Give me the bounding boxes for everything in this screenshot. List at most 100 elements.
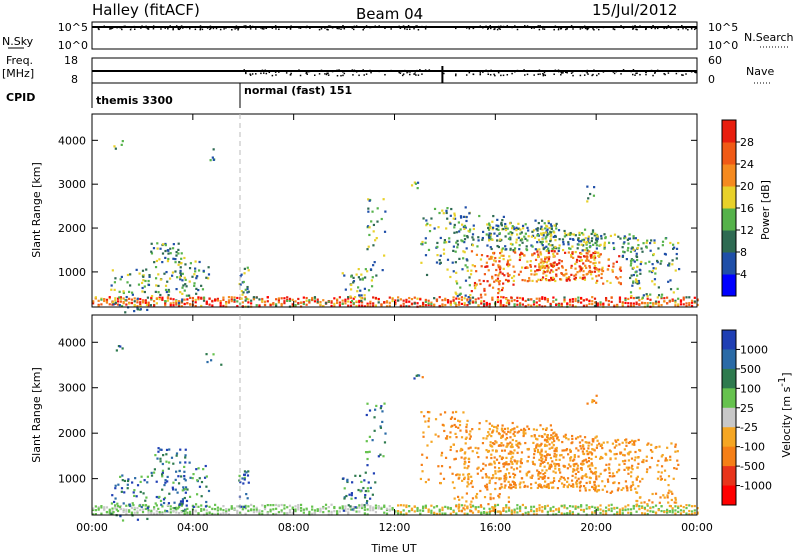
echo-cell [502, 444, 505, 447]
nsky-point [249, 25, 251, 27]
echo-cell [438, 510, 441, 513]
echo-cell [611, 472, 615, 475]
nsky-point [152, 27, 155, 30]
nsky-point [140, 27, 142, 29]
echo-cell [484, 464, 487, 467]
echo-cell [177, 301, 181, 305]
nsky-point [485, 25, 487, 28]
echo-cell [609, 234, 613, 238]
nsky-point [622, 27, 625, 29]
echo-cell [660, 477, 663, 481]
echo-cell [629, 508, 633, 511]
echo-cell [592, 448, 595, 451]
echo-cell [584, 259, 588, 262]
echo-cell [364, 471, 367, 474]
echo-cell [663, 510, 666, 514]
echo-cell [419, 477, 423, 481]
echo-cell [202, 508, 206, 511]
echo-cell [645, 241, 648, 244]
freq-point [409, 71, 411, 73]
echo-cell [609, 281, 612, 284]
echo-cell [596, 444, 599, 447]
echo-cell [556, 437, 559, 440]
freq-point [336, 74, 339, 77]
echo-cell [408, 505, 411, 508]
echo-cell [442, 248, 446, 251]
echo-cell [368, 409, 372, 412]
echo-cell [180, 305, 183, 308]
echo-cell [500, 486, 503, 489]
freq-point [554, 69, 557, 72]
echo-cell [367, 245, 370, 248]
echo-cell [488, 222, 491, 225]
echo-cell [94, 296, 97, 299]
echo-cell [551, 486, 554, 489]
echo-cell [520, 231, 523, 234]
echo-cell [638, 287, 642, 290]
echo-cell [108, 508, 111, 511]
nsky-point [506, 25, 509, 27]
echo-cell [506, 227, 509, 230]
echo-cell [602, 510, 605, 513]
echo-cell [233, 300, 236, 303]
nsky-point [261, 27, 264, 30]
echo-cell [502, 304, 505, 307]
echo-cell [487, 228, 491, 231]
nsky-point [98, 28, 100, 31]
echo-cell [157, 447, 160, 450]
echo-cell [245, 471, 248, 474]
echo-cell [609, 491, 612, 495]
echo-cell [505, 436, 509, 440]
echo-cell [679, 504, 683, 508]
echo-cell [241, 508, 244, 511]
echo-cell [92, 513, 95, 516]
echo-cell [164, 509, 167, 512]
echo-cell [517, 227, 520, 230]
echo-cell [630, 274, 633, 277]
echo-cell [667, 483, 670, 487]
freq-point [665, 70, 668, 72]
echo-cell [516, 504, 519, 507]
echo-cell [383, 511, 386, 514]
x-tick-label: 00:00 [681, 521, 713, 534]
echo-cell [113, 288, 116, 291]
echo-cell [534, 219, 537, 222]
echo-cell [538, 299, 541, 302]
echo-cell [531, 253, 534, 256]
echo-cell [578, 482, 581, 485]
echo-cell [225, 507, 228, 511]
echo-cell [467, 295, 470, 299]
echo-cell [574, 250, 577, 254]
echo-cell [114, 497, 117, 500]
echo-cell [330, 503, 333, 506]
echo-cell [311, 508, 314, 511]
echo-cell [635, 302, 638, 306]
echo-cell [484, 265, 487, 269]
echo-cell [507, 237, 511, 240]
echo-cell [626, 489, 629, 492]
echo-cell [430, 509, 433, 512]
echo-cell [677, 241, 680, 245]
echo-cell [527, 455, 530, 458]
echo-cell [646, 509, 649, 512]
velocity-colorbar-swatch [722, 407, 736, 428]
echo-cell [214, 508, 217, 511]
echo-cell [547, 437, 550, 440]
echo-cell [625, 486, 629, 489]
echo-cell [594, 232, 597, 235]
echo-cell [352, 281, 355, 284]
echo-cell [591, 505, 594, 508]
echo-cell [511, 455, 514, 459]
freq-point [558, 70, 560, 73]
nsky-point [406, 28, 408, 31]
echo-cell [464, 294, 467, 297]
freq-point [586, 69, 589, 72]
echo-cell [140, 281, 144, 285]
nsky-point [530, 27, 533, 29]
echo-cell [181, 500, 184, 503]
echo-cell [658, 501, 661, 504]
echo-cell [433, 297, 436, 300]
echo-cell [344, 507, 347, 510]
echo-cell [624, 508, 627, 511]
echo-cell [554, 464, 557, 468]
